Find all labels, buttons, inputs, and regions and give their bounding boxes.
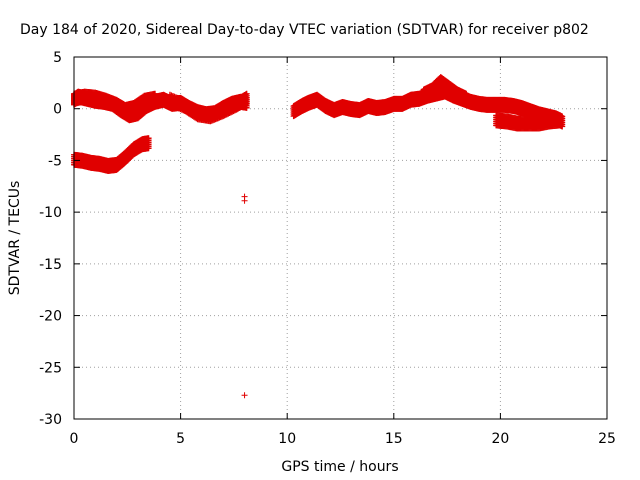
data-point xyxy=(243,100,250,107)
data-point xyxy=(152,100,159,107)
data-point xyxy=(557,122,564,129)
data-point xyxy=(463,100,470,107)
data-series-sdtvar xyxy=(71,74,566,399)
